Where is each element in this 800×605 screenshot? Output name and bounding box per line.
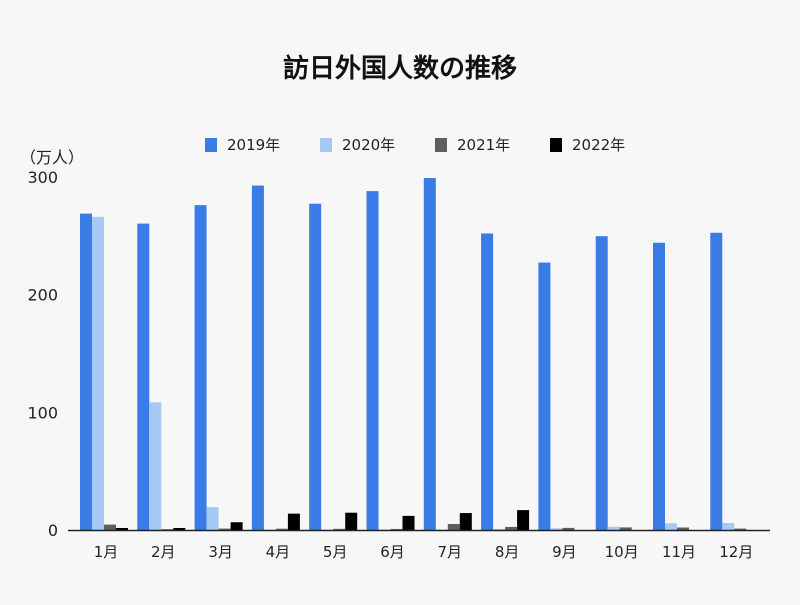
bar xyxy=(677,527,689,530)
bar xyxy=(402,515,415,530)
bar xyxy=(390,528,403,530)
legend-swatch xyxy=(435,137,447,152)
bar xyxy=(538,262,551,530)
y-tick-label: 0 xyxy=(48,521,58,540)
bar xyxy=(149,402,162,530)
y-tick-label: 300 xyxy=(27,168,58,187)
bar xyxy=(665,523,677,530)
y-axis-label: （万人） xyxy=(20,148,85,167)
x-tick-label: 10月 xyxy=(605,543,639,561)
legend-swatch xyxy=(205,137,217,152)
bar xyxy=(607,526,620,530)
bar xyxy=(218,528,231,530)
bar xyxy=(619,527,632,530)
bar xyxy=(653,242,665,530)
x-tick-label: 8月 xyxy=(495,543,520,561)
bar xyxy=(116,527,128,530)
bar xyxy=(505,526,518,530)
bar xyxy=(423,178,436,530)
legend-swatch xyxy=(320,137,332,152)
legend: 2019年 2020年 2021年 2022年 xyxy=(205,134,665,155)
bar xyxy=(80,213,92,530)
x-tick-label: 5月 xyxy=(323,543,348,561)
legend-label: 2021年 xyxy=(457,136,511,154)
bar xyxy=(309,203,322,530)
x-tick-label: 12月 xyxy=(719,543,753,561)
bar xyxy=(447,523,460,530)
bar xyxy=(287,513,300,530)
bar xyxy=(275,528,288,530)
x-tick-label: 11月 xyxy=(662,543,696,561)
legend-item: 2019年 xyxy=(205,134,320,155)
bar xyxy=(459,513,472,530)
bar xyxy=(251,185,264,530)
legend-swatch xyxy=(550,137,562,152)
legend-item: 2022年 xyxy=(550,134,665,155)
bar xyxy=(562,527,575,530)
bar xyxy=(493,528,506,530)
x-tick-label: 2月 xyxy=(151,543,176,561)
y-tick-label: 100 xyxy=(27,403,58,422)
legend-label: 2022年 xyxy=(572,136,626,154)
bar xyxy=(92,216,104,531)
x-tick-label: 7月 xyxy=(438,543,463,561)
bar xyxy=(137,223,150,530)
x-tick-label: 1月 xyxy=(94,543,119,561)
bar xyxy=(710,232,723,531)
bar xyxy=(595,236,608,530)
legend-item: 2020年 xyxy=(320,134,435,155)
bar xyxy=(161,529,174,530)
x-tick-label: 4月 xyxy=(266,543,291,561)
bar xyxy=(345,512,358,530)
x-tick-label: 9月 xyxy=(552,543,577,561)
bar xyxy=(366,191,379,530)
x-tick-label: 3月 xyxy=(208,543,233,561)
bar xyxy=(722,523,735,530)
bar xyxy=(333,528,346,530)
chart-title: 訪日外国人数の推移 xyxy=(282,54,517,84)
x-tick-label: 6月 xyxy=(380,543,405,561)
bar xyxy=(230,522,243,530)
legend-label: 2020年 xyxy=(342,136,396,154)
bar xyxy=(734,528,747,530)
bar xyxy=(550,528,563,530)
bar xyxy=(481,233,494,531)
bar xyxy=(194,205,207,531)
bar xyxy=(517,510,530,530)
legend-label: 2019年 xyxy=(227,136,281,154)
bar xyxy=(104,524,116,530)
bar xyxy=(173,527,186,530)
legend-item: 2021年 xyxy=(435,134,550,155)
bar xyxy=(206,507,219,530)
y-tick-label: 200 xyxy=(27,286,58,305)
